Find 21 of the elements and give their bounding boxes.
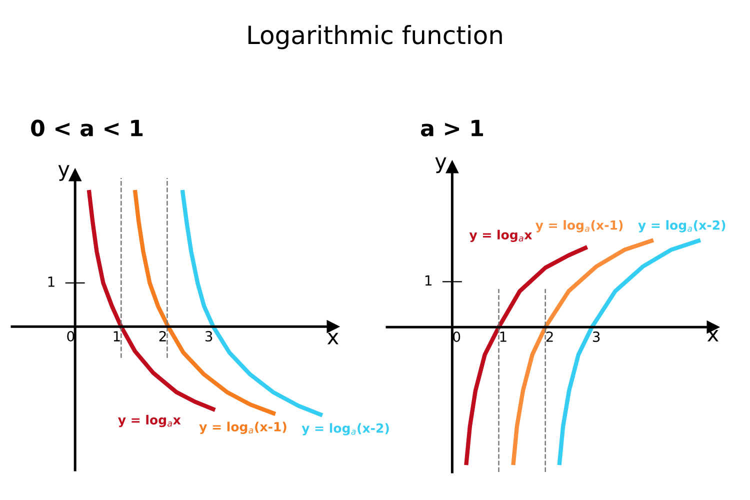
text: y = log$_{a}$x	[469, 230, 532, 242]
y-axis-title: y	[435, 157, 446, 174]
x-tick-label: 0	[67, 331, 74, 342]
chart-subtitle: a > 1	[420, 120, 484, 136]
chart-title: Logarithmic function	[248, 25, 502, 50]
x-tick-label: 1	[500, 332, 506, 342]
x-tick-label: 1	[114, 331, 120, 342]
series-label: y = log$_{a}$x	[118, 414, 181, 428]
series-label: y = log$_{a}$(x-1)	[535, 220, 623, 232]
x-tick-label: 2	[159, 331, 166, 342]
annotation: 1	[48, 276, 54, 287]
chart-subtitle: 0 < a < 1	[31, 120, 143, 136]
x-tick-label: 3	[205, 331, 212, 342]
series-label: y = log$_{a}$(x-1)	[199, 422, 286, 434]
annotation: 1	[425, 275, 432, 286]
x-tick-label: 2	[546, 332, 553, 342]
x-tick-label: 3	[592, 332, 600, 342]
series-label: y = log$_{a}$(x-2)	[638, 220, 726, 232]
y-axis-title: y	[58, 165, 70, 181]
x-axis-title: x	[327, 332, 338, 344]
series-label: y = log$_{a}$(x-2)	[302, 423, 389, 436]
